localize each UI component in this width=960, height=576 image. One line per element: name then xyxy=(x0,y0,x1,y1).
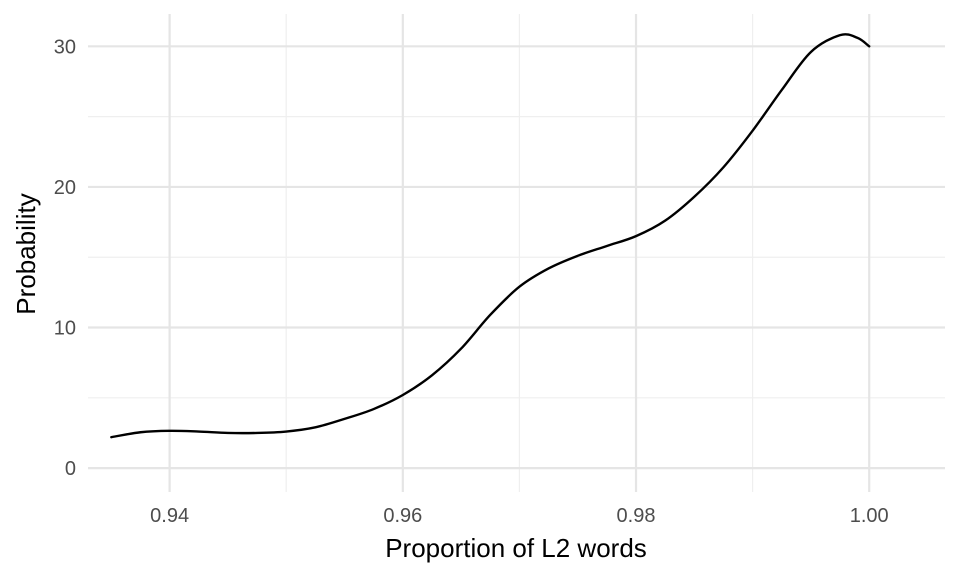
x-tick-label: 1.00 xyxy=(850,505,889,527)
y-tick-label: 0 xyxy=(65,458,76,480)
y-axis-tick-labels: 0 10 20 30 xyxy=(54,36,76,480)
y-tick-label: 30 xyxy=(54,36,76,58)
x-tick-label: 0.98 xyxy=(617,505,656,527)
y-tick-label: 10 xyxy=(54,318,76,340)
x-tick-label: 0.94 xyxy=(150,505,189,527)
y-tick-label: 20 xyxy=(54,177,76,199)
density-curve xyxy=(110,33,871,439)
x-axis-title: Proportion of L2 words xyxy=(385,533,647,563)
minor-gridlines xyxy=(88,14,945,492)
y-axis-title: Probability xyxy=(11,193,41,314)
major-gridlines xyxy=(88,14,945,492)
series-layer xyxy=(110,33,871,439)
x-tick-label: 0.96 xyxy=(383,505,422,527)
x-axis-tick-labels: 0.94 0.96 0.98 1.00 xyxy=(150,505,889,527)
